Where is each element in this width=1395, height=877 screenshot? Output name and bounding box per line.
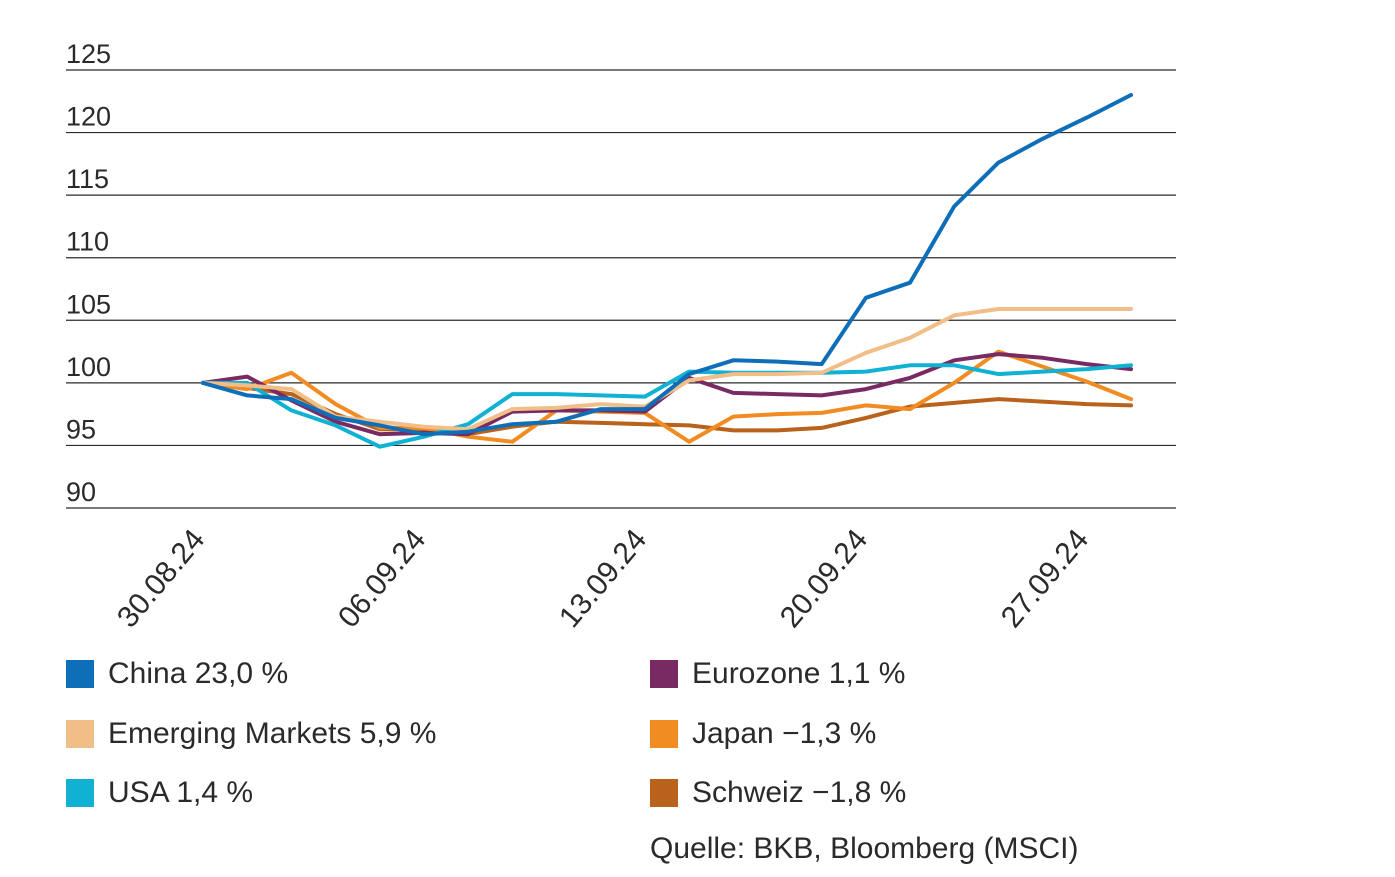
legend-label-usa: USA 1,4 %	[108, 776, 254, 809]
legend-label-china: China 23,0 %	[108, 657, 289, 690]
legend-label-schweiz: Schweiz −1,8 %	[692, 776, 907, 809]
legend-item-japan: Japan −1,3 %	[650, 714, 876, 754]
y-tick-label: 125	[66, 39, 111, 69]
legend-label-emerging-markets: Emerging Markets 5,9 %	[108, 717, 437, 750]
chart-legend: China 23,0 % Emerging Markets 5,9 % USA …	[0, 650, 1395, 830]
series-line-2	[201, 363, 1133, 449]
legend-swatch-china	[66, 660, 94, 688]
legend-item-eurozone: Eurozone 1,1 %	[650, 654, 905, 694]
legend-item-schweiz: Schweiz −1,8 %	[650, 773, 906, 813]
x-tick-label: 27.09.24	[995, 523, 1095, 634]
grid-lines	[66, 69, 1176, 509]
y-tick-label: 95	[66, 414, 96, 444]
legend-swatch-usa	[66, 779, 94, 807]
x-tick-label: 13.09.24	[553, 523, 653, 634]
line-chart: 125 120 115 110 105 100 95 90 30.08.24 06.09.24 1…	[66, 39, 1176, 634]
legend-label-eurozone: Eurozone 1,1 %	[692, 657, 906, 690]
series-line-0	[201, 93, 1133, 437]
x-tick-label: 20.09.24	[774, 523, 874, 634]
y-tick-label: 110	[66, 227, 109, 257]
x-tick-labels: 30.08.24 06.09.24 13.09.24 20.09.24 27.09.24	[111, 523, 1095, 634]
y-tick-label: 115	[66, 164, 109, 194]
legend-swatch-eurozone	[650, 660, 678, 688]
legend-item-emerging-markets: Emerging Markets 5,9 %	[66, 714, 436, 754]
x-tick-label: 06.09.24	[332, 523, 432, 634]
x-tick-label: 30.08.24	[111, 523, 211, 634]
series-line-1	[201, 307, 1133, 432]
legend-item-china: China 23,0 %	[66, 654, 288, 694]
y-tick-label: 90	[66, 477, 96, 507]
chart-canvas: 125 120 115 110 105 100 95 90 30.08.24 06.09.24 1…	[66, 39, 1176, 634]
series-lines	[201, 93, 1133, 449]
legend-swatch-schweiz	[650, 779, 678, 807]
legend-swatch-emerging-markets	[66, 720, 94, 748]
legend-swatch-japan	[650, 720, 678, 748]
y-tick-labels: 125 120 115 110 105 100 95 90	[66, 39, 111, 507]
y-tick-label: 105	[66, 289, 111, 319]
y-tick-label: 100	[66, 352, 111, 382]
legend-item-usa: USA 1,4 %	[66, 773, 253, 813]
source-note: Quelle: BKB, Bloomberg (MSCI)	[650, 832, 1079, 865]
series-line-4	[201, 349, 1133, 444]
legend-label-japan: Japan −1,3 %	[692, 717, 877, 750]
y-tick-label: 120	[66, 102, 111, 132]
